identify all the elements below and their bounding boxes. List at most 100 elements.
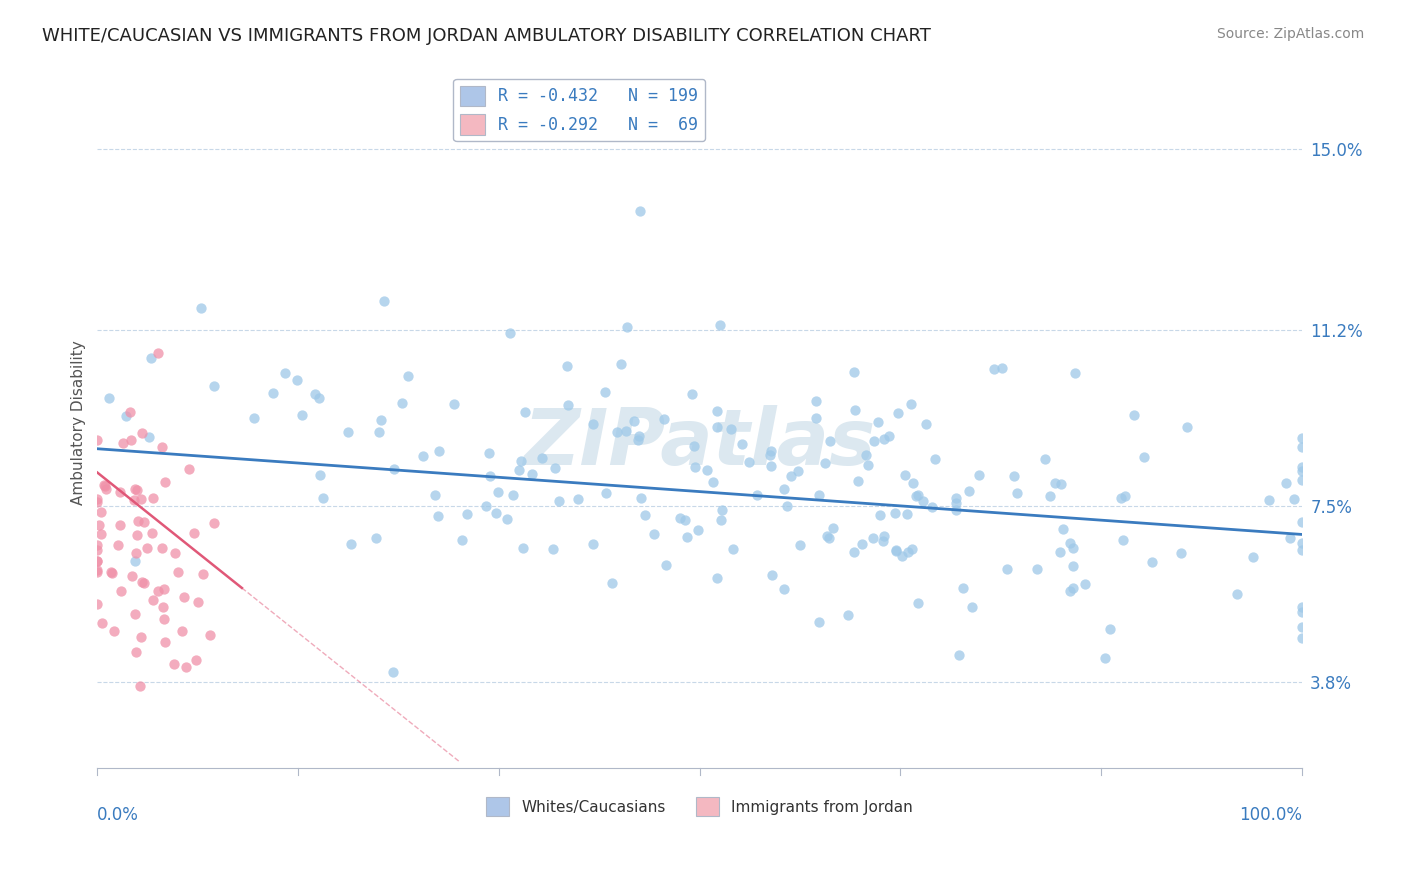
Point [846, 475, 869, 489]
Point [155, 635, 177, 649]
Point [127, 514, 149, 528]
Point [683, 460, 706, 475]
Point [634, 508, 657, 523]
Point [243, 410, 266, 425]
Point [262, 386, 284, 401]
Point [1291, 515, 1313, 529]
Point [478, 468, 501, 483]
Text: 0.0%: 0.0% [97, 805, 139, 823]
Point [823, 521, 845, 535]
Point [103, 624, 125, 639]
Point [960, 599, 983, 614]
Point [114, 409, 136, 424]
Point [202, 516, 225, 531]
Point [146, 584, 169, 599]
Point [131, 575, 153, 590]
Point [995, 562, 1018, 576]
Point [485, 506, 508, 520]
Point [367, 425, 389, 439]
Point [901, 475, 924, 490]
Point [129, 630, 152, 644]
Point [924, 451, 946, 466]
Point [1062, 541, 1084, 556]
Point [706, 420, 728, 434]
Point [1043, 476, 1066, 491]
Point [983, 361, 1005, 376]
Point [863, 434, 886, 448]
Point [780, 469, 803, 483]
Point [1291, 536, 1313, 550]
Point [1038, 489, 1060, 503]
Point [202, 378, 225, 392]
Point [945, 496, 967, 510]
Point [786, 464, 808, 478]
Point [1291, 620, 1313, 634]
Point [86, 565, 108, 579]
Point [396, 368, 419, 383]
Point [655, 558, 678, 572]
Point [370, 412, 392, 426]
Point [945, 491, 967, 505]
Point [730, 437, 752, 451]
Point [681, 386, 703, 401]
Point [98, 391, 121, 405]
Point [128, 679, 150, 693]
Point [184, 653, 207, 667]
Point [1142, 555, 1164, 569]
Point [127, 483, 149, 497]
Point [884, 544, 907, 558]
Point [93, 478, 115, 492]
Point [138, 430, 160, 444]
Point [90, 527, 112, 541]
Point [132, 575, 155, 590]
Point [738, 455, 761, 469]
Point [177, 462, 200, 476]
Point [1033, 452, 1056, 467]
Point [710, 503, 733, 517]
Point [129, 492, 152, 507]
Point [163, 546, 186, 560]
Point [773, 482, 796, 496]
Point [1291, 632, 1313, 646]
Point [610, 357, 633, 371]
Point [851, 537, 873, 551]
Point [412, 450, 434, 464]
Point [957, 483, 980, 498]
Point [124, 492, 146, 507]
Point [808, 488, 831, 502]
Point [274, 366, 297, 380]
Point [94, 482, 117, 496]
Point [451, 533, 474, 547]
Point [595, 486, 617, 500]
Point [141, 525, 163, 540]
Point [486, 485, 509, 500]
Point [152, 582, 174, 596]
Point [136, 541, 159, 555]
Point [1291, 473, 1313, 487]
Point [110, 584, 132, 599]
Point [1284, 491, 1306, 506]
Point [190, 301, 212, 315]
Point [1050, 476, 1073, 491]
Point [1226, 587, 1249, 601]
Text: WHITE/CAUCASIAN VS IMMIGRANTS FROM JORDAN AMBULATORY DISABILITY CORRELATION CHAR: WHITE/CAUCASIAN VS IMMIGRANTS FROM JORDA… [42, 27, 931, 45]
Point [91, 615, 114, 630]
Point [108, 518, 131, 533]
Point [817, 531, 839, 545]
Point [101, 566, 124, 580]
Point [623, 414, 645, 428]
Point [1062, 558, 1084, 573]
Point [907, 488, 929, 502]
Point [706, 404, 728, 418]
Point [676, 530, 699, 544]
Point [285, 373, 308, 387]
Point [124, 607, 146, 622]
Point [107, 538, 129, 552]
Point [1123, 408, 1146, 422]
Point [152, 599, 174, 614]
Point [855, 449, 877, 463]
Point [174, 659, 197, 673]
Point [759, 444, 782, 458]
Point [1241, 549, 1264, 564]
Point [191, 567, 214, 582]
